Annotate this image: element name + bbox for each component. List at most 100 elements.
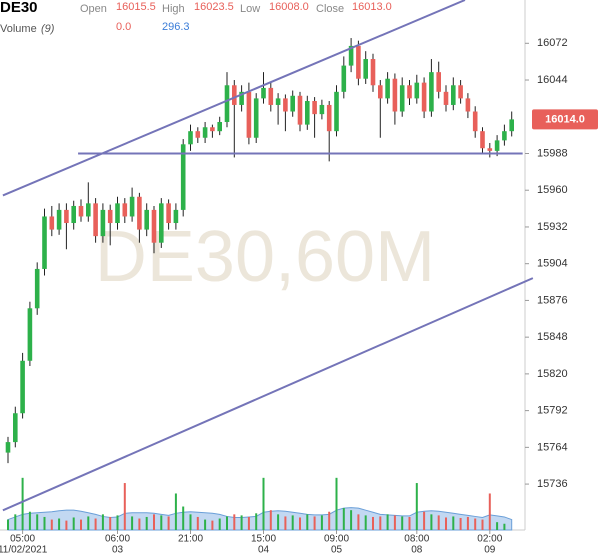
candle-body (42, 216, 47, 269)
volume-bar (240, 515, 243, 530)
price-tag-label: 16014.0 (545, 113, 585, 125)
candle-body (480, 131, 485, 149)
volume-bar (423, 511, 426, 530)
volume-bar (496, 522, 499, 530)
candle-body (122, 203, 128, 217)
x-date-label: 04 (258, 545, 270, 556)
label: High (162, 3, 185, 15)
candle-body (443, 91, 449, 105)
volume-bar (415, 483, 418, 530)
candle-body (319, 104, 325, 115)
volume-bar (21, 477, 24, 530)
candle-body (180, 144, 186, 210)
candle-body (458, 85, 463, 99)
candle-body (487, 148, 493, 151)
candle-body (385, 78, 390, 99)
candle-body (27, 308, 33, 361)
candle-body (414, 82, 420, 99)
volume-bar (153, 514, 155, 530)
candle-body (253, 98, 259, 138)
candle-body (268, 87, 274, 105)
candle-body (217, 122, 222, 132)
volume-bar (72, 517, 75, 530)
volume-bar (284, 516, 287, 530)
x-tick-label: 15:00 (251, 534, 276, 545)
volume-bar (306, 514, 309, 530)
candle-body (195, 131, 201, 138)
candle-body (502, 131, 507, 141)
x-date-label: 03 (112, 545, 124, 556)
price-tag (532, 109, 598, 130)
label: Volume (0, 23, 37, 35)
volume-bar (459, 518, 462, 530)
x-tick-label: 02:00 (477, 534, 502, 545)
candle-body (13, 413, 18, 443)
value: 296.3 (162, 21, 190, 33)
candle-body (297, 95, 303, 125)
volume-bar (211, 520, 214, 530)
y-tick-label: 15764 (537, 441, 568, 453)
candle-body (472, 111, 478, 132)
candle-body (78, 205, 84, 217)
candle-body (341, 65, 347, 92)
value: 16015.5 (116, 1, 156, 13)
x-tick-label: 09:00 (324, 534, 349, 545)
candle-body (246, 91, 252, 138)
volume-bar (255, 513, 258, 530)
y-tick-label: 15988 (537, 147, 568, 159)
label: Close (316, 3, 344, 15)
candle-body (399, 85, 405, 112)
candle-body (64, 209, 69, 224)
x-tick-label: 21:00 (178, 534, 203, 545)
candle-body (188, 131, 193, 145)
volume-bar (160, 515, 163, 530)
volume-bar (204, 519, 207, 530)
volume-bar (131, 516, 134, 530)
volume-bar (474, 518, 477, 530)
candle-body (151, 209, 157, 243)
candle-body (356, 45, 361, 79)
candle-body (326, 104, 332, 132)
volume-bar (364, 515, 367, 530)
y-tick-label: 15848 (537, 331, 568, 343)
candle-body (5, 442, 11, 453)
candle-body (20, 360, 25, 414)
volume-bar (437, 515, 440, 530)
volume-bar (109, 516, 112, 530)
volume-bar (320, 515, 323, 530)
candle-body (56, 209, 62, 230)
volume-bar (342, 508, 345, 530)
volume-bar (401, 516, 404, 530)
volume-bar (58, 518, 61, 530)
candle-body (210, 127, 215, 132)
y-tick-label: 15820 (537, 368, 568, 380)
volume-bar (218, 518, 221, 530)
candle-body (261, 87, 266, 99)
candle-body (290, 95, 295, 112)
candle-body (370, 59, 376, 86)
candle-body (86, 203, 91, 217)
volume-bar (372, 516, 374, 530)
volume-bar (167, 516, 170, 530)
candle-body (378, 85, 383, 99)
volume-bar (350, 510, 353, 530)
value: 16023.5 (194, 1, 234, 13)
volume-bar (247, 516, 250, 530)
candle-body (392, 78, 398, 112)
y-tick-label: 15792 (537, 405, 568, 417)
volume-bar (65, 520, 68, 530)
label: Low (240, 3, 260, 15)
y-tick-label: 15876 (537, 294, 568, 306)
volume-bar (50, 519, 53, 530)
y-tick-label: 15736 (537, 478, 568, 490)
candle-body (305, 101, 310, 125)
volume-bar (445, 517, 447, 530)
candle-body (34, 268, 40, 309)
candle-body (71, 205, 76, 224)
volume-bar (466, 516, 469, 530)
candle-body (436, 72, 441, 92)
candle-body (334, 91, 339, 132)
trend-line (2, 0, 466, 197)
volume-bar (14, 514, 17, 530)
